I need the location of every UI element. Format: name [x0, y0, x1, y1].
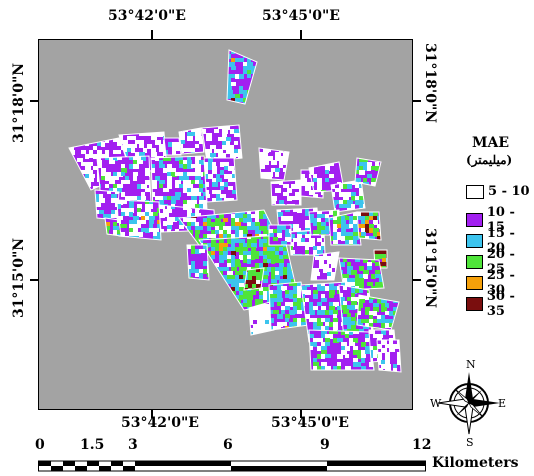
field-parcel	[269, 225, 291, 245]
legend-swatch	[466, 234, 483, 248]
east-label: E	[498, 397, 507, 410]
legend-item: 30 - 35	[466, 289, 534, 319]
legend-label: 5 - 10	[488, 184, 530, 199]
scale-tick-label: 1.5	[80, 437, 105, 453]
legend-swatch	[466, 276, 483, 290]
legend-label: 15 - 20	[486, 226, 515, 256]
top-tick	[151, 30, 153, 39]
bottom-longitude-label: 53°45'0"E	[271, 415, 349, 431]
scale-tick-label: 6	[223, 437, 233, 453]
legend-swatch	[466, 213, 483, 227]
field-parcel	[339, 258, 384, 290]
legend-swatch	[466, 184, 484, 199]
legend-swatch	[466, 255, 483, 269]
north-label: N	[466, 358, 476, 371]
top-tick	[300, 30, 302, 39]
scale-tick-label: 3	[128, 437, 138, 453]
legend-item: 20 - 25	[466, 247, 534, 277]
legend-label: 10 - 15	[486, 205, 515, 235]
map-frame	[38, 39, 413, 410]
legend-label: 20 - 25	[486, 247, 515, 277]
legend-item: 10 - 15	[466, 205, 534, 235]
south-label: S	[466, 436, 474, 449]
field-parcel	[309, 330, 374, 370]
scale-tick-label: 0	[35, 437, 45, 453]
field-parcel	[227, 50, 257, 104]
scale-unit-label: Kilometers	[432, 455, 519, 471]
scale-tick-label: 12	[412, 437, 432, 453]
left-latitude-label: 31°18'0"N	[11, 62, 27, 144]
field-parcel	[259, 148, 289, 180]
west-label: W	[430, 397, 442, 410]
field-parcel	[151, 156, 207, 212]
north-arrow: N S E W	[430, 358, 507, 449]
top-longitude-label: 53°45'0"E	[262, 8, 340, 24]
legend-item: 15 - 20	[466, 226, 534, 256]
right-latitude-label: 31°15'0"N	[422, 227, 438, 309]
right-latitude-label: 31°18'0"N	[422, 42, 438, 124]
map-canvas	[68, 49, 402, 373]
bottom-longitude-label: 53°42'0"E	[121, 415, 199, 431]
scale-bar	[38, 457, 428, 476]
field-parcel	[377, 340, 401, 372]
legend-subtitle: (میلیمتر)	[466, 153, 513, 167]
compass-rose-icon	[437, 372, 500, 435]
legend-item: 25 - 30	[466, 268, 534, 298]
field-parcel	[329, 212, 361, 245]
left-tick	[30, 100, 38, 102]
bottom-tick	[300, 410, 302, 418]
field-parcel	[117, 200, 161, 240]
legend-item: 5 - 10	[466, 184, 530, 199]
right-tick	[413, 100, 421, 102]
left-latitude-label: 31°15'0"N	[11, 237, 27, 319]
left-tick	[30, 279, 38, 281]
legend-label: 30 - 35	[486, 289, 515, 319]
field-parcel	[202, 125, 242, 162]
bottom-tick	[151, 410, 153, 418]
top-longitude-label: 53°42'0"E	[108, 8, 186, 24]
legend-swatch	[466, 297, 483, 311]
right-tick	[413, 279, 421, 281]
legend-title: MAE	[472, 135, 510, 151]
legend-label: 25 - 30	[486, 268, 515, 298]
field-parcel	[355, 158, 381, 186]
scale-tick-label: 9	[320, 437, 330, 453]
